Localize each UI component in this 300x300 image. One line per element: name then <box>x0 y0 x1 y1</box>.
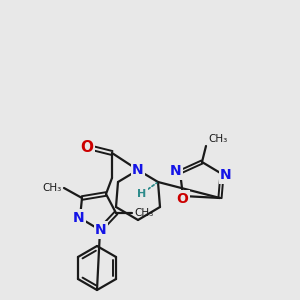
Text: CH₃: CH₃ <box>208 134 227 144</box>
Text: O: O <box>176 192 188 206</box>
Text: CH₃: CH₃ <box>134 208 153 218</box>
Text: N: N <box>73 211 85 225</box>
Text: N: N <box>132 163 144 177</box>
Text: N: N <box>170 164 182 178</box>
Text: N: N <box>220 168 232 182</box>
Text: N: N <box>95 223 107 237</box>
Text: H: H <box>137 189 147 199</box>
Text: O: O <box>80 140 94 155</box>
Text: CH₃: CH₃ <box>43 183 62 193</box>
